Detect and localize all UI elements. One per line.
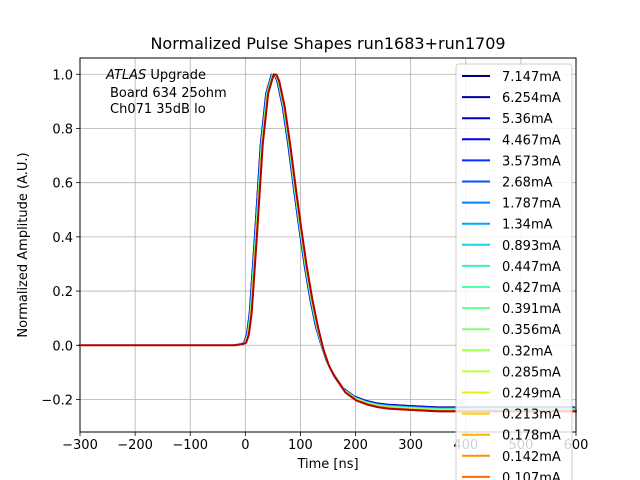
- x-tick-label: −300: [62, 438, 98, 453]
- plot-frame: [79, 57, 577, 433]
- annotation-channel: Ch071 35dB lo: [110, 102, 206, 117]
- annotation-board: Board 634 25ohm: [110, 86, 227, 101]
- x-tick-label: −200: [117, 438, 153, 453]
- legend-label: 0.447mA: [502, 260, 561, 275]
- atlas-annotation: ATLAS Upgrade Board 634 25ohm Ch071 35dB…: [105, 68, 227, 117]
- y-tick-label: 0.0: [52, 339, 73, 354]
- legend-label: 0.427mA: [502, 281, 561, 296]
- x-tick-label: 100: [288, 438, 313, 453]
- x-tick-label: 300: [398, 438, 423, 453]
- legend-label: 0.142mA: [502, 450, 561, 465]
- x-tick-label: 0: [241, 438, 249, 453]
- chart-title: Normalized Pulse Shapes run1683+run1709: [150, 34, 505, 53]
- legend-label: 3.573mA: [502, 154, 561, 169]
- legend-label: 0.178mA: [502, 429, 561, 444]
- legend-label: 0.893mA: [502, 239, 561, 254]
- legend-label: 0.356mA: [502, 323, 561, 338]
- legend-label: 0.107mA: [502, 471, 561, 480]
- pulse-series-line-top: [80, 73, 577, 413]
- y-tick-label: 1.0: [52, 68, 73, 83]
- legend-label: 1.787mA: [502, 197, 561, 212]
- legend-label: 0.249mA: [502, 387, 561, 402]
- annotation-experiment-suffix: Upgrade: [146, 68, 206, 83]
- x-tick-label: 200: [343, 438, 368, 453]
- legend-items: 7.147mA 6.254mA 5.36mA 4.467mA 3.573mA 2.68mA…: [462, 70, 561, 480]
- pulse-curves: [78, 73, 577, 413]
- x-axis-label: Time [ns]: [296, 457, 358, 472]
- legend-label: 0.391mA: [502, 302, 561, 317]
- y-tick-label: −0.2: [41, 393, 73, 408]
- y-tick-label: 0.2: [52, 285, 73, 300]
- legend-label: 2.68mA: [502, 176, 553, 191]
- legend-label: 5.36mA: [502, 112, 553, 127]
- legend-label: 0.213mA: [502, 408, 561, 423]
- svg-text:ATLAS Upgrade: ATLAS Upgrade: [105, 68, 206, 83]
- legend: 7.147mA 6.254mA 5.36mA 4.467mA 3.573mA 2.68mA…: [455, 63, 573, 480]
- y-tick-label: 0.8: [52, 122, 73, 137]
- legend-label: 6.254mA: [502, 91, 561, 106]
- legend-label: 0.32mA: [502, 344, 553, 359]
- annotation-experiment: ATLAS: [105, 68, 146, 83]
- legend-label: 7.147mA: [502, 70, 561, 85]
- y-axis-label: Normalized Amplitude (A.U.): [16, 152, 31, 337]
- legend-label: 1.34mA: [502, 218, 553, 233]
- legend-label: 0.285mA: [502, 365, 561, 380]
- legend-label: 4.467mA: [502, 133, 561, 148]
- y-tick-label: 0.4: [52, 231, 73, 246]
- x-tick-label: −100: [172, 438, 208, 453]
- y-axis-ticks: −0.2 0.0 0.2 0.4 0.6 0.8 1.0: [41, 68, 80, 408]
- legend-box: [455, 63, 573, 480]
- y-tick-label: 0.6: [52, 177, 73, 192]
